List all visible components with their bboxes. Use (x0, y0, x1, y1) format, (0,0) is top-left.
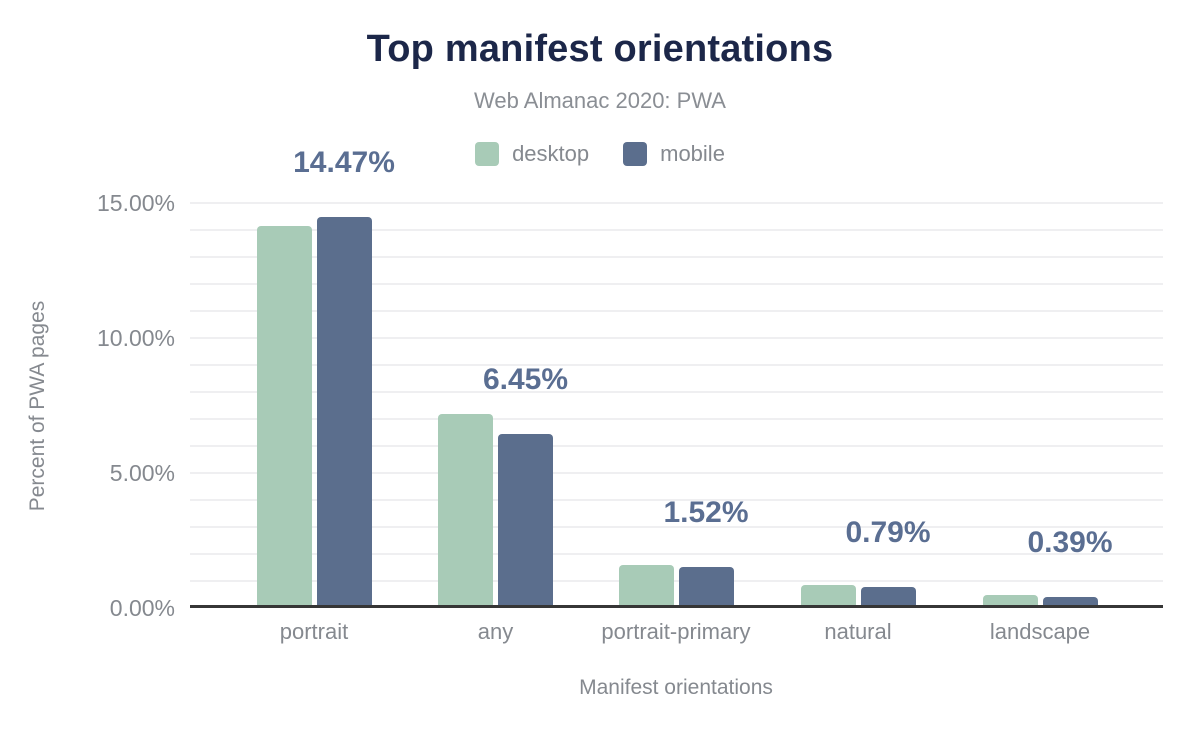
value-label: 6.45% (482, 362, 569, 396)
gridline (190, 337, 1163, 339)
gridline (190, 553, 1163, 555)
legend: desktop mobile (0, 141, 1200, 167)
bar-desktop-landscape[interactable] (982, 594, 1038, 608)
x-tick-label: any (477, 619, 514, 644)
bar-mobile-landscape[interactable] (1042, 597, 1098, 608)
y-tick-label: 0.00% (109, 595, 175, 621)
gridline (190, 526, 1163, 528)
bar-mobile-portrait-primary[interactable] (678, 566, 734, 608)
gridline (190, 391, 1163, 393)
y-tick-label: 5.00% (109, 460, 175, 486)
y-tick-label: 15.00% (96, 190, 175, 216)
x-tick-label: natural (824, 619, 892, 644)
gridline (190, 499, 1163, 501)
x-axis-line (190, 605, 1163, 608)
gridline (190, 202, 1163, 204)
bar-mobile-natural[interactable] (860, 586, 916, 608)
value-label: 1.52% (663, 495, 749, 529)
value-label: 14.47% (293, 146, 395, 180)
legend-label: desktop (512, 141, 590, 166)
bar-desktop-any[interactable] (438, 413, 493, 608)
bar-mobile-portrait[interactable] (316, 217, 372, 608)
x-tick-label: portrait (279, 619, 349, 644)
value-label: 0.39% (1027, 526, 1113, 560)
legend-label: mobile (660, 141, 725, 166)
gridline (190, 418, 1163, 420)
legend-swatch-desktop (475, 142, 500, 166)
bar-mobile-any[interactable] (498, 433, 553, 608)
gridline (190, 310, 1163, 312)
x-axis-title: Manifest orientations (579, 676, 773, 699)
gridline (190, 256, 1163, 258)
gridline (190, 364, 1163, 366)
x-tick-label: landscape (989, 619, 1091, 644)
bar-desktop-portrait[interactable] (256, 225, 312, 608)
y-tick-label: 10.00% (96, 325, 175, 351)
bar-desktop-natural[interactable] (800, 585, 856, 608)
legend-item-mobile[interactable]: mobile (623, 141, 725, 167)
x-tick-label: portrait-primary (601, 619, 751, 644)
gridline (190, 580, 1163, 582)
chart-subtitle: Web Almanac 2020: PWA (474, 88, 726, 113)
gridline (190, 445, 1163, 447)
gridline (190, 229, 1163, 231)
value-label: 0.79% (845, 515, 931, 549)
legend-item-desktop[interactable]: desktop (475, 141, 589, 167)
bar-desktop-portrait-primary[interactable] (618, 564, 674, 608)
legend-swatch-mobile (623, 142, 648, 166)
gridline (190, 472, 1163, 474)
chart-title: Top manifest orientations (366, 28, 834, 70)
gridline (190, 283, 1163, 285)
